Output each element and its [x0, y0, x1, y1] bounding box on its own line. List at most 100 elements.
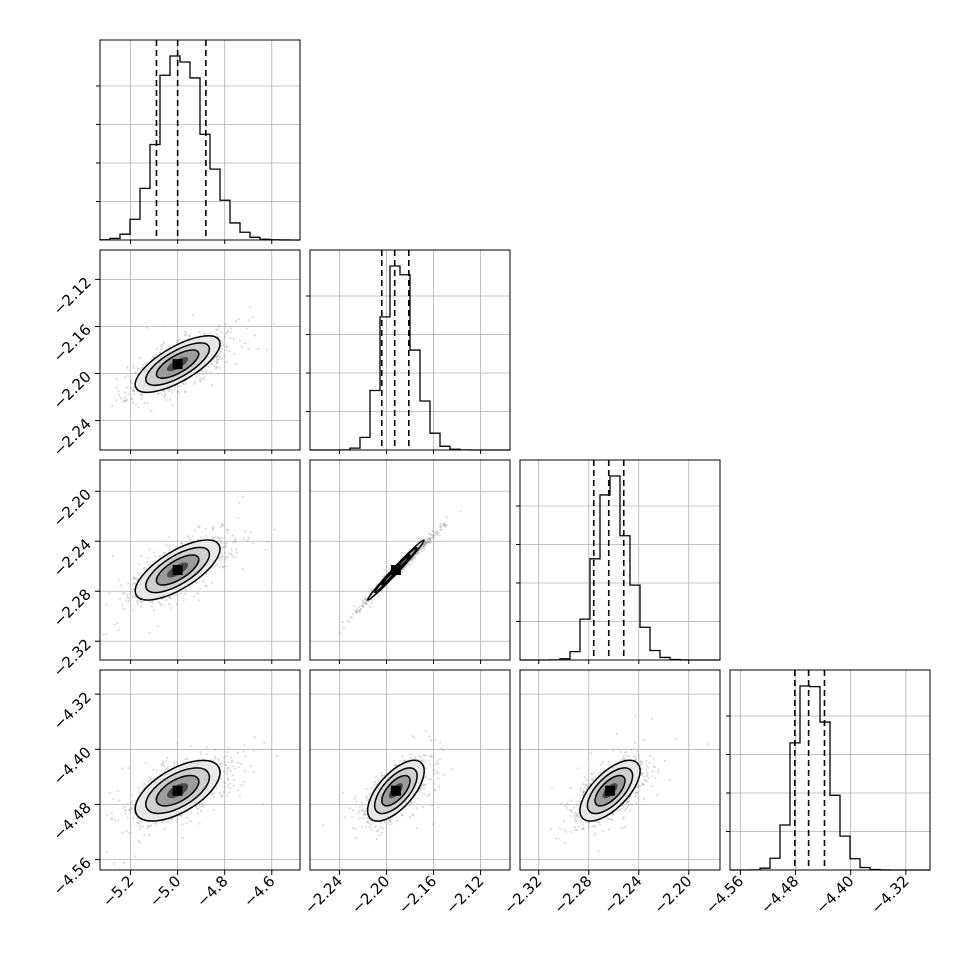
sample-point — [187, 810, 190, 813]
sample-point — [177, 339, 180, 342]
sample-point — [249, 765, 253, 768]
sample-point — [216, 563, 219, 566]
sample-point — [221, 347, 224, 350]
sample-point — [218, 325, 221, 328]
sample-point — [380, 590, 383, 593]
sample-point — [360, 809, 364, 812]
sample-point — [243, 744, 246, 747]
sample-point — [436, 531, 439, 534]
sample-point — [184, 380, 187, 383]
sample-point — [377, 829, 380, 832]
sample-point — [213, 364, 216, 367]
sample-point — [198, 805, 201, 808]
sample-point — [133, 595, 136, 599]
sample-point — [222, 770, 225, 773]
sample-point — [238, 501, 241, 504]
sample-point — [221, 522, 224, 526]
sample-point — [427, 540, 430, 544]
sample-point — [445, 516, 448, 519]
sample-point — [380, 577, 383, 581]
sample-point — [423, 787, 426, 790]
sample-point — [132, 582, 135, 586]
sample-point — [184, 758, 187, 761]
sample-point — [599, 771, 602, 774]
sample-point — [211, 536, 214, 539]
sample-point — [187, 535, 190, 538]
sample-point — [127, 767, 130, 770]
sample-point — [216, 361, 219, 364]
sample-point — [150, 605, 153, 608]
sample-point — [219, 526, 222, 529]
sample-point — [591, 778, 595, 781]
sample-point — [237, 318, 240, 321]
sample-point — [198, 599, 201, 602]
sample-point — [425, 542, 428, 545]
sample-point — [220, 524, 223, 527]
sample-point — [223, 558, 226, 561]
sample-point — [128, 592, 131, 595]
sample-point — [195, 806, 198, 809]
sample-point — [187, 334, 190, 338]
sample-point — [142, 786, 146, 789]
sample-point — [422, 805, 425, 809]
sample-point — [412, 556, 415, 559]
panel-frame — [309, 669, 511, 871]
sample-point — [420, 550, 423, 553]
sample-point — [131, 401, 134, 404]
sample-point — [348, 807, 351, 810]
sample-point — [141, 393, 144, 397]
sample-point — [140, 394, 143, 398]
sample-point — [199, 379, 202, 382]
sample-point — [122, 400, 125, 403]
sample-point — [433, 789, 436, 792]
sample-point — [639, 763, 642, 766]
sample-point — [261, 803, 265, 806]
sample-point — [235, 761, 239, 764]
sample-point — [432, 768, 435, 772]
sample-point — [131, 800, 134, 803]
sample-point — [245, 327, 248, 330]
sample-point — [364, 813, 367, 816]
sample-point — [141, 364, 144, 367]
sample-point — [366, 817, 369, 820]
density-peak — [172, 565, 183, 575]
sample-point — [270, 748, 273, 751]
sample-point — [634, 795, 637, 798]
sample-point — [372, 788, 375, 791]
sample-point — [424, 729, 427, 732]
sample-point — [389, 820, 392, 824]
sample-point — [226, 777, 229, 780]
sample-point — [431, 537, 434, 540]
sample-point — [370, 828, 373, 831]
sample-point — [131, 596, 134, 599]
sample-point — [451, 768, 454, 771]
sample-point — [361, 602, 364, 605]
sample-point — [122, 861, 125, 864]
sample-point — [178, 384, 181, 387]
sample-point — [417, 551, 420, 554]
sample-point — [423, 783, 426, 786]
sample-point — [222, 545, 225, 549]
sample-point — [221, 556, 224, 559]
sample-point — [225, 345, 229, 348]
sample-point — [161, 344, 164, 347]
sample-point — [218, 566, 221, 569]
sample-point — [223, 761, 226, 764]
sample-point — [382, 575, 385, 579]
sample-point — [158, 602, 162, 605]
scatter-panel-3-2 — [519, 669, 721, 871]
sample-point — [143, 833, 146, 836]
hist-panel-0 — [96, 39, 301, 241]
sample-point — [576, 767, 579, 770]
sample-point — [443, 773, 446, 776]
sample-point — [129, 801, 132, 804]
sample-point — [361, 604, 364, 608]
sample-point — [127, 582, 130, 585]
sample-point — [143, 401, 146, 404]
panel-frame — [99, 459, 301, 661]
sample-point — [148, 825, 151, 828]
sample-point — [437, 531, 440, 534]
sample-point — [217, 757, 220, 761]
histogram-step — [99, 55, 301, 241]
sample-point — [429, 538, 432, 541]
